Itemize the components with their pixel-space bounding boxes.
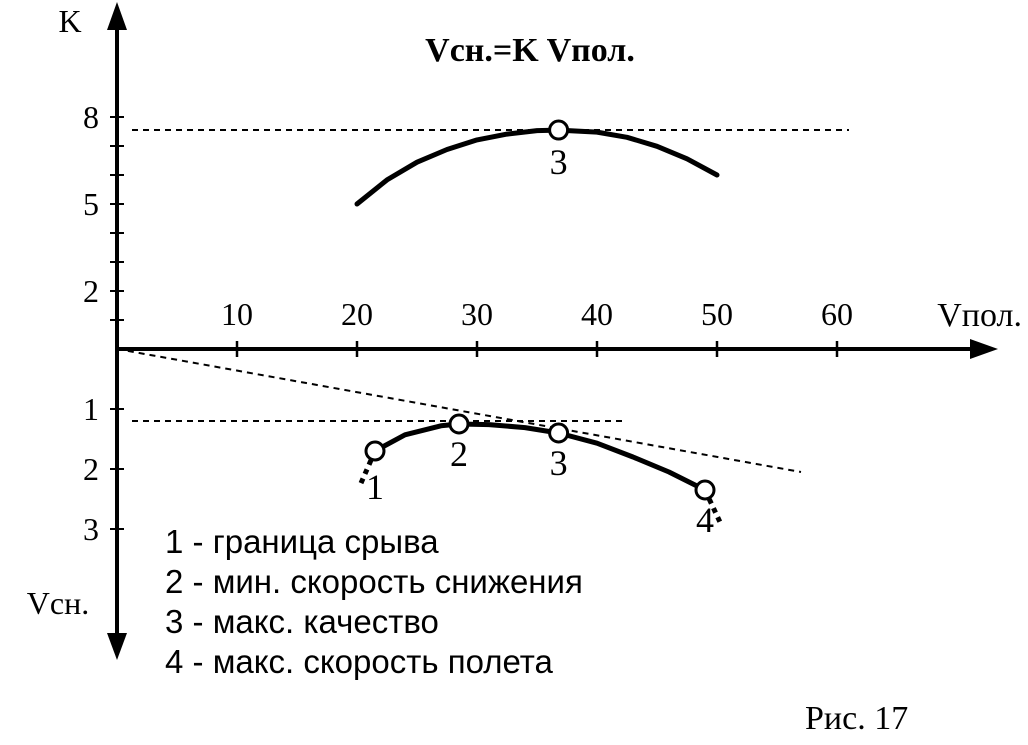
legend-number: 2: [165, 563, 184, 600]
point-marker-4: [694, 479, 716, 501]
x-tick-label: 50: [701, 296, 733, 332]
point-marker-3: [548, 422, 570, 444]
x-tick-label: 10: [221, 296, 253, 332]
legend-text: макс. качество: [212, 603, 439, 640]
x-tick-label: 60: [821, 296, 853, 332]
point-marker-3k: [548, 119, 570, 141]
x-axis-label: Vпол.: [937, 297, 1022, 334]
formula: Vсн.=K Vпол.: [425, 32, 635, 69]
reference-lines: [116, 129, 849, 473]
point-label: 3: [550, 443, 568, 483]
legend-item: 1 - граница срыва: [165, 523, 439, 560]
legend-item: 4 - макс. скорость полета: [165, 643, 553, 680]
curve-tails: [358, 450, 725, 528]
max-speed-dotted-tail: [702, 488, 725, 528]
curves: [354, 127, 720, 493]
tangent-line: [116, 348, 802, 473]
minor-ticks: [110, 116, 124, 530]
legend-number: 3: [165, 603, 184, 640]
k-tick-label: 2: [83, 273, 99, 309]
point-label: 1: [366, 467, 384, 507]
v-tick-label: 2: [83, 451, 99, 487]
v-tick-label: 1: [83, 391, 99, 427]
legend: 1 - граница срыва 2 - мин. скорость сниж…: [165, 522, 583, 682]
tick-labels: 10 20 30 40 50 60 2 5 8 1 2 3 1 2 3 4 3: [83, 99, 853, 547]
point-markers: [364, 119, 716, 501]
x-tick-label: 40: [581, 296, 613, 332]
legend-number: 1: [165, 523, 184, 560]
legend-item: 3 - макс. качество: [165, 603, 439, 640]
glide-ratio-curve: [354, 127, 720, 207]
v-tick-label: 3: [83, 511, 99, 547]
legend-text: граница срыва: [212, 523, 439, 560]
k-tick-label: 8: [83, 99, 99, 135]
point-label: 2: [450, 434, 468, 474]
legend-item: 2 - мин. скорость снижения: [165, 563, 583, 600]
v-axis-arrow-icon: [107, 633, 127, 660]
figure-caption: Рис. 17: [805, 700, 909, 737]
k-tick-label: 5: [83, 186, 99, 222]
point-label: 3: [550, 142, 568, 182]
x-tick-label: 30: [461, 296, 493, 332]
stall-dotted-tail: [358, 450, 378, 485]
point-marker-1: [364, 440, 386, 462]
point-label: 4: [696, 500, 714, 540]
k-axis-arrow-icon: [107, 2, 127, 30]
legend-text: макс. скорость полета: [212, 643, 553, 680]
legend-number: 4: [165, 643, 184, 680]
v-axis-label: Vсн.: [27, 585, 89, 621]
legend-text: мин. скорость снижения: [212, 563, 583, 600]
x-axis-ticks: [235, 341, 839, 357]
sink-rate-curve: [372, 421, 708, 493]
x-axis-arrow-icon: [970, 339, 998, 359]
point-marker-2: [448, 413, 470, 435]
x-tick-label: 20: [341, 296, 373, 332]
k-axis-label: K: [58, 3, 81, 39]
